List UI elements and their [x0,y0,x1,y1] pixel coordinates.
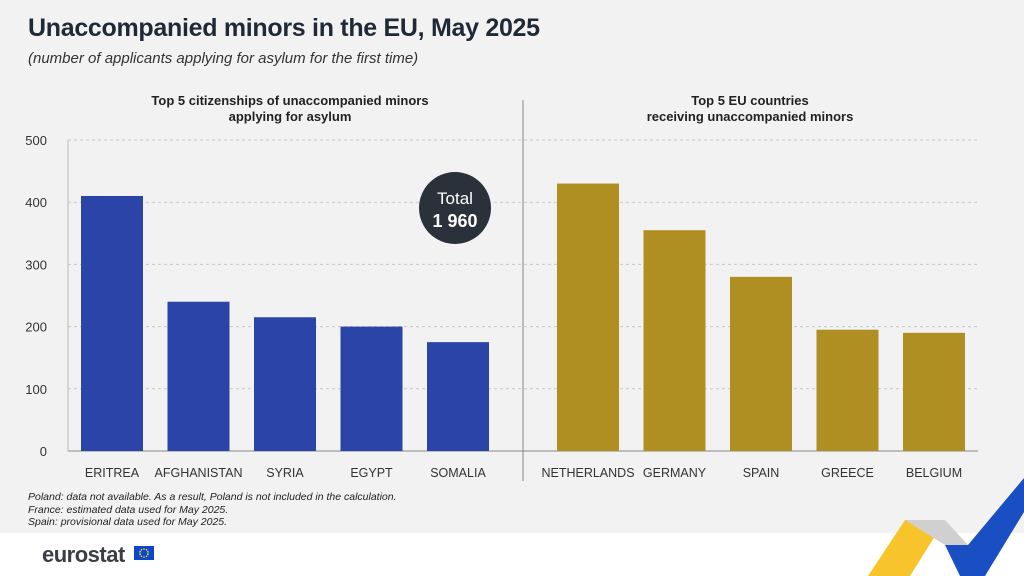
right-panel-title-line2: receiving unaccompanied minors [646,109,854,124]
eu-flag-icon [134,546,154,560]
right-bar [557,183,619,452]
chart-title: Unaccompanied minors in the EU, May 2025 [28,14,540,42]
left-panel-title: Top 5 citizenships of unaccompanied mino… [120,93,460,125]
y-tick-label: 500 [25,133,47,148]
right-panel-title: Top 5 EU countries receiving unaccompani… [600,93,900,125]
total-badge-value: 1 960 [432,211,477,231]
right-panel-title-line1: Top 5 EU countries [691,93,809,108]
eurostat-logo: eurostat [42,542,125,567]
left-bar [254,317,316,451]
footnote-spain: Spain: provisional data used for May 202… [28,516,228,528]
y-tick-label: 400 [25,195,47,210]
left-x-tick-label: AFGHANISTAN [155,466,243,480]
left-panel-title-line1: Top 5 citizenships of unaccompanied mino… [151,93,429,108]
y-tick-label: 200 [25,320,47,335]
y-tick-label: 300 [25,257,47,272]
footnotes: Poland: data not available. As a result,… [28,491,397,529]
left-x-tick-label: SYRIA [266,466,304,480]
y-tick-label: 0 [40,444,47,459]
right-bar [643,230,706,451]
right-x-tick-label: GERMANY [643,466,707,480]
chart-subtitle: (number of applicants applying for asylu… [28,50,419,67]
right-x-tick-label: SPAIN [743,466,780,480]
left-x-tick-label: SOMALIA [430,466,486,480]
right-x-tick-label: NETHERLANDS [541,466,634,480]
left-bar [167,301,230,451]
footnote-poland: Poland: data not available. As a result,… [28,491,397,503]
right-x-tick-label: BELGIUM [906,466,962,480]
left-x-tick-label: EGYPT [350,466,393,480]
y-tick-label: 100 [25,382,47,397]
left-bar [81,195,143,451]
total-badge-label: Total [437,189,473,208]
left-bar [340,326,403,451]
footnote-france: France: estimated data used for May 2025… [28,503,229,516]
right-x-tick-label: GREECE [821,466,874,480]
left-bar [427,342,489,451]
left-x-tick-label: ERITREA [85,466,140,480]
right-bar [816,329,879,451]
left-panel-title-line2: applying for asylum [228,109,352,124]
footer-bar [0,533,1024,576]
total-badge [419,172,491,244]
right-bar [730,276,792,451]
right-bar [903,332,965,451]
